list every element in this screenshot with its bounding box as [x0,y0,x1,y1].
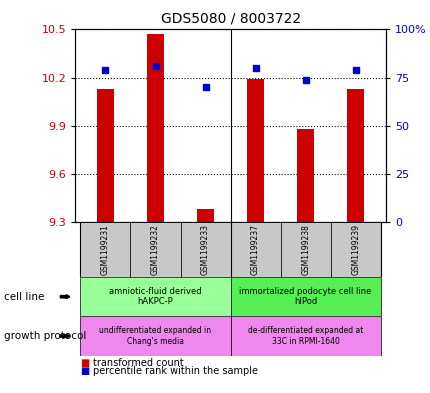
Bar [80,277,230,316]
Bar [230,316,380,356]
Bar [296,129,314,222]
Text: undifferentiated expanded in
Chang's media: undifferentiated expanded in Chang's med… [99,326,211,346]
Text: GSM1199233: GSM1199233 [200,224,209,275]
Bar [346,89,364,222]
Text: GSM1199232: GSM1199232 [150,224,160,275]
Bar [230,222,280,277]
Text: percentile rank within the sample: percentile rank within the sample [92,366,257,376]
Text: GSM1199231: GSM1199231 [101,224,110,275]
Text: cell line: cell line [4,292,45,302]
Bar [130,222,180,277]
Bar [197,209,214,222]
Text: ■: ■ [80,366,89,376]
Bar [146,34,164,222]
Bar [280,222,330,277]
Bar [330,222,380,277]
Text: immortalized podocyte cell line
hIPod: immortalized podocyte cell line hIPod [239,287,371,307]
Text: transformed count: transformed count [92,358,183,368]
Bar [230,277,380,316]
Bar [96,89,114,222]
Text: GSM1199239: GSM1199239 [350,224,359,275]
Title: GDS5080 / 8003722: GDS5080 / 8003722 [160,11,300,26]
Text: GSM1199237: GSM1199237 [251,224,260,275]
Text: amniotic-fluid derived
hAKPC-P: amniotic-fluid derived hAKPC-P [109,287,201,307]
Bar [246,79,264,222]
Bar [80,316,230,356]
Text: GSM1199238: GSM1199238 [301,224,310,275]
Text: growth protocol: growth protocol [4,331,86,341]
Bar [80,222,130,277]
Bar [180,222,230,277]
Text: de-differentiated expanded at
33C in RPMI-1640: de-differentiated expanded at 33C in RPM… [247,326,362,346]
Text: ■: ■ [80,358,89,368]
